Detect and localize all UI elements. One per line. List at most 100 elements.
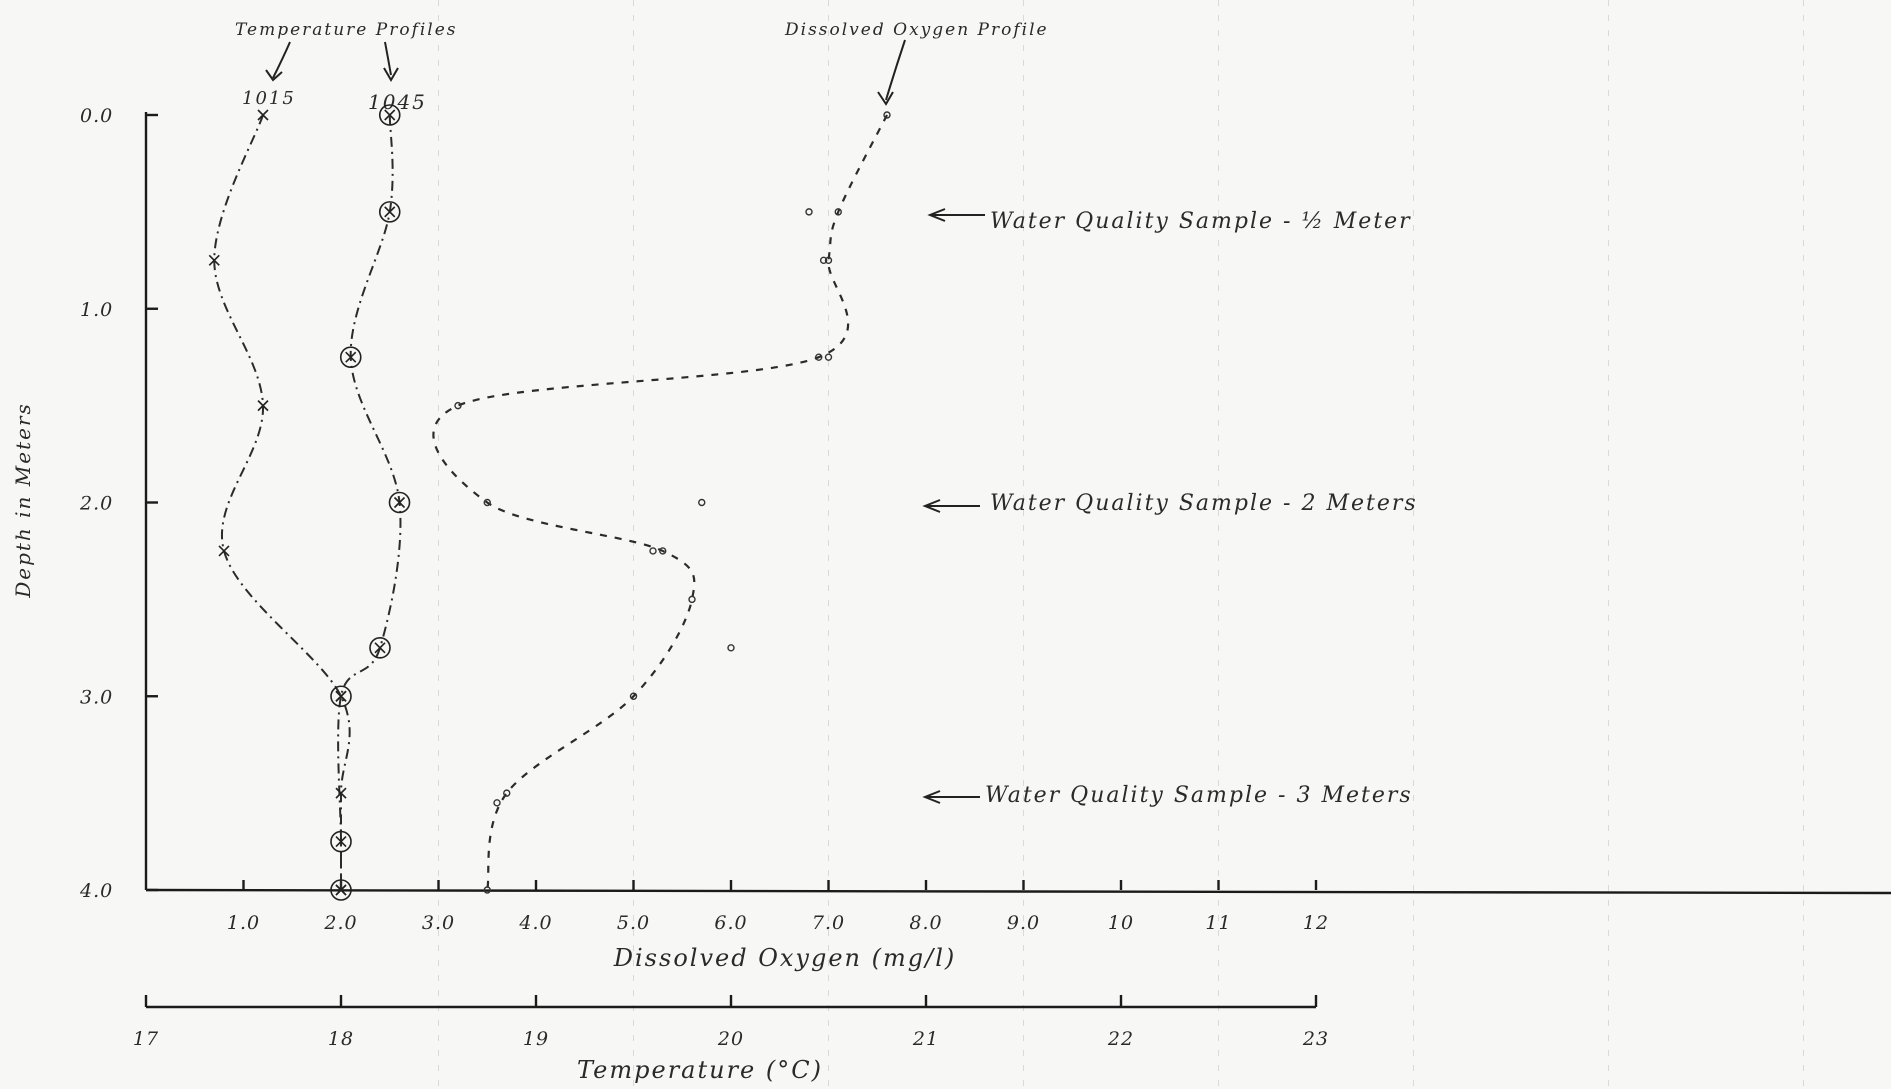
data-point-dot: [454, 401, 462, 410]
series-line-temp-1045: [337, 114, 402, 890]
do-tick-label: 1.0: [227, 912, 260, 934]
do-tick-label: 4.0: [518, 912, 552, 934]
point-circle: [378, 104, 401, 126]
data-point-circled-x: [388, 491, 411, 514]
x-axis-do-ticks: 1.0 2.0 3.0 4.0 5.0 6.0 7.0 8.0 9.0 10 11 12: [227, 880, 1329, 934]
data-point-circled-x: [378, 104, 401, 126]
wq-label-half-meter: Water Quality Sample - ½ Meter: [990, 209, 1412, 234]
stray-data-point-dot: [649, 547, 657, 555]
point-circle: [330, 685, 352, 708]
stray-data-point-dot: [698, 498, 706, 507]
x-axis-do-line: [145, 888, 1891, 895]
point-x: [335, 884, 347, 896]
x-axis-temp-label: Temperature (°C): [577, 1056, 823, 1084]
point-x: [335, 690, 347, 702]
temp-tick-label: 23: [1302, 1028, 1329, 1050]
annotation-temperature-profiles: Temperature Profiles: [235, 20, 458, 40]
do-tick-label: 2.0: [323, 912, 357, 934]
wq-arrow-half-meter: [927, 208, 985, 222]
temp-tick-label: 18: [328, 1028, 354, 1050]
data-point-dot: [659, 547, 667, 555]
wq-label-3-meters: Water Quality Sample - 3 Meters: [985, 783, 1413, 808]
do-tick-label: 11: [1205, 912, 1231, 934]
do-tick-label: 3.0: [422, 912, 455, 934]
temp-tick-label: 20: [717, 1028, 744, 1050]
stray-data-point-dot: [819, 256, 828, 265]
marker-layer: [208, 104, 891, 901]
data-point-dot: [503, 789, 511, 797]
annotation-do-profile: Dissolved Oxygen Profile: [784, 20, 1049, 40]
arrow-to-1015: [272, 41, 291, 79]
arrow-to-1045: [384, 41, 392, 76]
y-axis-ticks: 0.0 1.0 2.0 3.0 4.0: [79, 105, 158, 902]
y-tick-label: 0.0: [80, 105, 113, 127]
point-circle: [369, 637, 391, 659]
data-point-dot: [688, 595, 696, 604]
point-circle: [388, 491, 411, 514]
series-line-dissolved-oxygen: [432, 114, 888, 891]
temp-tick-label: 21: [912, 1028, 939, 1050]
point-x: [335, 835, 347, 848]
data-point-circled-x: [330, 879, 352, 901]
series-layer: [213, 114, 888, 891]
do-tick-label: 12: [1303, 912, 1329, 934]
data-point-x: [218, 545, 230, 557]
data-point-circled-x: [330, 830, 352, 853]
stray-data-point-dot: [727, 644, 735, 652]
data-point-circled-x: [369, 637, 391, 659]
do-tick-label: 6.0: [714, 912, 747, 934]
temp-tick-label: 19: [523, 1028, 549, 1050]
do-tick-label: 10: [1108, 912, 1134, 934]
y-tick-label: 4.0: [79, 880, 113, 902]
faint-grid: [438, 0, 1804, 1089]
point-x: [384, 109, 396, 121]
series-label-1015: 1015: [242, 88, 296, 109]
y-axis-label: Depth in Meters: [11, 402, 35, 599]
x-axis-temp-ticks: 17 18 19 20 21 22 23: [133, 995, 1329, 1050]
point-circle: [378, 201, 401, 223]
series-label-1045: 1045: [368, 90, 427, 114]
do-tick-label: 7.0: [812, 912, 845, 934]
data-point-x: [208, 254, 220, 266]
do-tick-label: 9.0: [1007, 912, 1040, 934]
data-point-circled-x: [378, 201, 401, 223]
do-tick-label: 5.0: [617, 912, 650, 934]
y-tick-label: 1.0: [80, 299, 113, 321]
point-x: [345, 351, 357, 363]
stray-data-point-dot: [805, 208, 813, 216]
wq-label-2-meters: Water Quality Sample - 2 Meters: [990, 491, 1418, 516]
arrowhead-1015: [265, 69, 283, 82]
stray-data-point-dot: [824, 353, 833, 361]
point-circle: [330, 879, 352, 901]
data-point-circled-x: [330, 685, 352, 708]
data-point-dot: [483, 498, 491, 507]
series-line-temp-1015: [213, 114, 351, 890]
arrow-to-do-profile: [885, 39, 906, 101]
arrowhead-1045: [383, 67, 399, 82]
temp-tick-label: 22: [1107, 1028, 1134, 1050]
data-point-dot: [834, 208, 842, 216]
data-point-dot: [815, 353, 823, 361]
y-tick-label: 2.0: [79, 493, 113, 515]
data-point-dot: [883, 111, 891, 119]
do-tick-label: 8.0: [909, 912, 942, 934]
data-point-dot: [483, 886, 491, 894]
data-point-x: [335, 787, 347, 799]
wq-arrow-2-meters: [922, 499, 980, 513]
wq-arrow-3-meters: [922, 790, 980, 804]
point-x: [393, 496, 406, 509]
stray-data-point-dot: [493, 799, 501, 807]
data-point-dot: [824, 256, 833, 265]
point-x: [384, 206, 396, 218]
data-point-x: [257, 109, 269, 121]
temp-tick-label: 17: [133, 1028, 159, 1050]
point-circle: [330, 830, 352, 853]
point-circle: [339, 346, 362, 368]
data-point-circled-x: [339, 346, 362, 368]
point-x: [374, 642, 386, 654]
y-tick-label: 3.0: [80, 686, 113, 708]
x-axis-do-label: Dissolved Oxygen (mg/l): [613, 944, 956, 972]
data-point-dot: [629, 692, 638, 700]
